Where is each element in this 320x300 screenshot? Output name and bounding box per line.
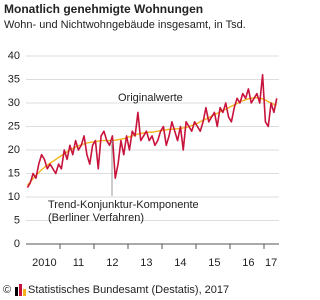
y-tick-label: 5 [14,214,20,226]
copyright: © [3,284,11,296]
annotation: Originalwerte [118,92,183,104]
x-tick-label: 17 [265,257,277,269]
x-tick-label: 14 [174,257,186,269]
y-tick-label: 15 [8,167,20,179]
x-tick-label: 15 [208,257,220,269]
logo [15,284,26,296]
chart-title: Monatlich genehmigte Wohnungen [4,2,203,16]
y-tick-label: 35 [8,73,20,85]
y-tick-label: 30 [8,97,20,109]
y-tick-label: 40 [8,50,20,62]
x-tick-label: 2010 [32,257,56,269]
annotation: Trend-Konjunktur-Komponente [48,199,199,211]
x-tick-label: 16 [242,257,254,269]
x-tick-label: 12 [106,257,118,269]
annotation: (Berliner Verfahren) [48,212,144,224]
x-tick-label: 13 [140,257,152,269]
y-tick-label: 20 [8,144,20,156]
y-tick-label: 25 [8,120,20,132]
y-tick-label: 10 [8,191,20,203]
chart-subtitle: Wohn- und Nichtwohngebäude insgesamt, in… [4,19,246,31]
chart: Monatlich genehmigte Wohnungen Wohn- und… [3,2,279,296]
series-line [26,97,277,186]
y-tick-label: 0 [14,238,20,250]
series-line [26,74,278,189]
source: Statistisches Bundesamt (Destatis), 2017 [28,284,229,296]
x-tick-label: 11 [73,257,84,269]
